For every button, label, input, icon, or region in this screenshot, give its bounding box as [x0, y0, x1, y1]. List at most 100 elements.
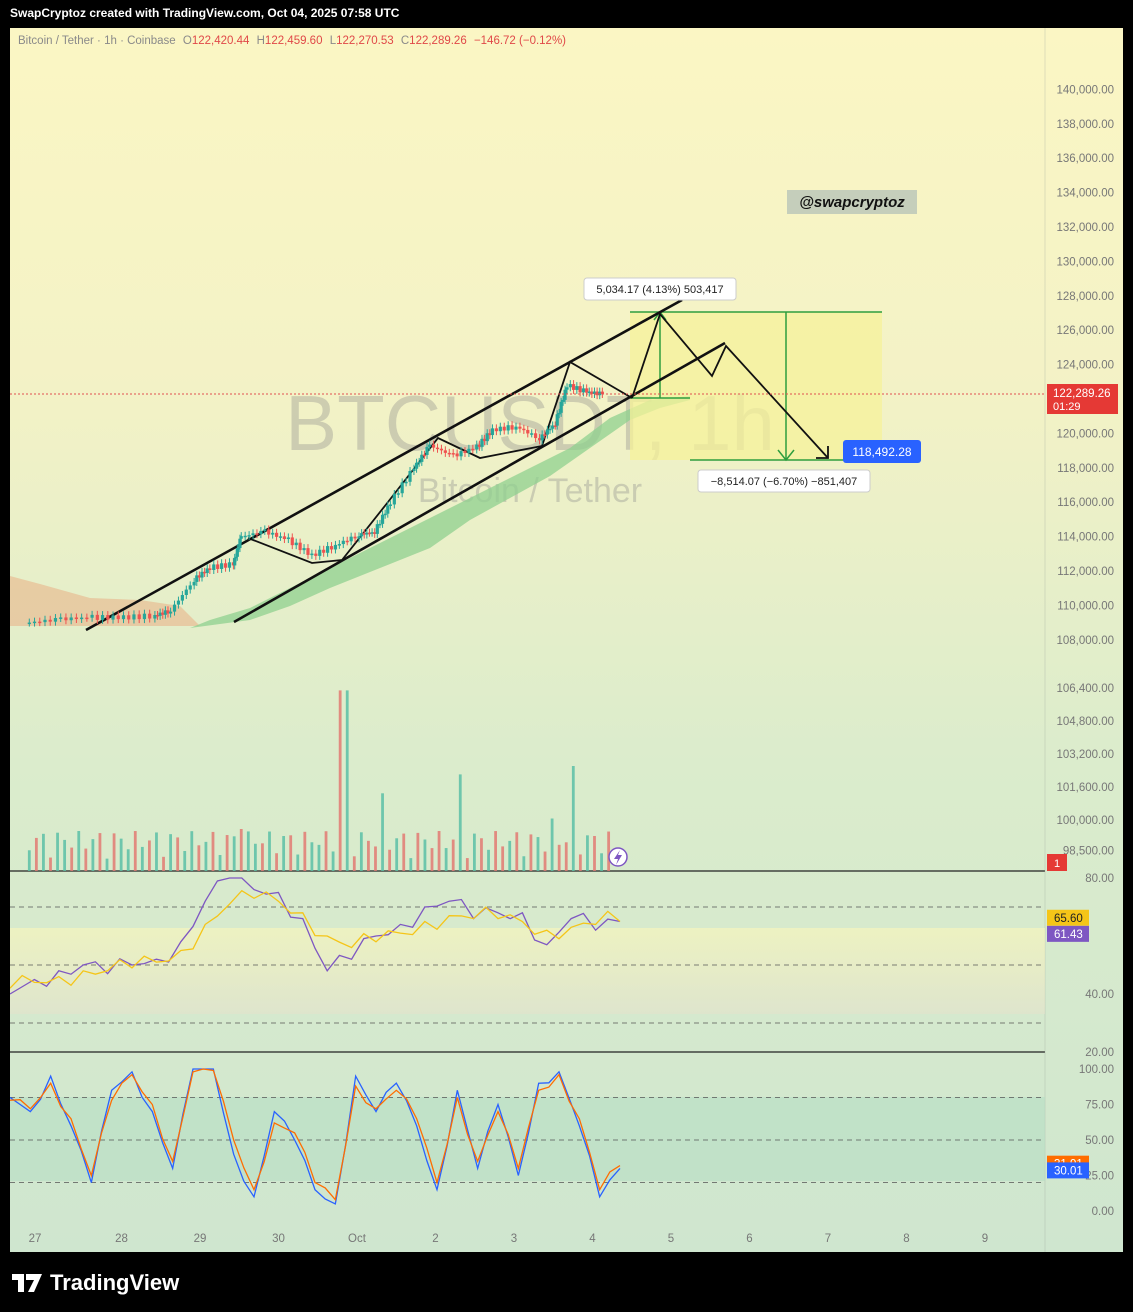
price-tick-7: 128,000.00: [1056, 291, 1114, 303]
price-tick-6: 130,000.00: [1056, 256, 1114, 268]
volume-bar: [600, 853, 603, 871]
candle-body: [216, 564, 220, 569]
candle-body: [428, 444, 432, 447]
volume-bar: [140, 846, 144, 871]
chart-frame[interactable]: BTCUSDT, 1h Bitcoin / Tether 5,034.17 (4…: [10, 28, 1123, 1252]
current-price-value: 122,289.26: [1053, 388, 1111, 400]
volume-bar: [70, 847, 74, 871]
volume-bar: [423, 839, 427, 871]
volume-bar: [593, 835, 596, 871]
candle-body: [514, 426, 518, 430]
volume-bar: [416, 832, 420, 871]
candle-body: [455, 453, 459, 457]
candle-body: [592, 391, 597, 394]
close-value: 122,289.26: [409, 35, 467, 47]
volume-bar: [381, 793, 384, 871]
candle-body: [310, 553, 314, 556]
volume-bar: [487, 849, 490, 871]
volume-bar: [98, 833, 102, 871]
lightning-icon[interactable]: [608, 847, 628, 867]
candle-body: [518, 426, 522, 429]
candle-body: [48, 619, 52, 622]
volume-bar: [211, 831, 215, 871]
candle-body: [534, 433, 538, 439]
candle-body: [388, 504, 392, 506]
price-tick-21: 100,000.00: [1056, 815, 1114, 827]
candle-body: [220, 563, 224, 569]
tradingview-logo[interactable]: TradingView: [12, 1270, 179, 1296]
candle-body: [132, 614, 136, 620]
time-tick-9: 6: [746, 1233, 752, 1245]
candle-countdown: 01:29: [1053, 401, 1081, 413]
candle-body: [43, 619, 47, 623]
candle-body: [467, 448, 471, 453]
price-chart[interactable]: BTCUSDT, 1h Bitcoin / Tether 5,034.17 (4…: [10, 28, 1123, 1252]
candle-body: [95, 614, 99, 620]
volume-bar: [352, 856, 356, 871]
time-tick-6: 3: [511, 1233, 517, 1245]
price-tick-2: 138,000.00: [1056, 119, 1114, 131]
symbol-legend[interactable]: Bitcoin / Tether · 1h · Coinbase O122,42…: [18, 35, 566, 47]
volume-bar: [148, 840, 151, 871]
candle-body: [459, 451, 463, 457]
volume-bar: [345, 690, 349, 871]
time-tick-10: 7: [825, 1233, 831, 1245]
price-tick-1: 140,000.00: [1056, 84, 1114, 96]
candle-body: [116, 615, 120, 620]
candle-body: [329, 546, 334, 550]
candle-body: [85, 617, 89, 620]
candle-body: [522, 428, 526, 431]
measure-down-label[interactable]: −8,514.07 (−6.70%) −851,407: [697, 469, 871, 493]
candle-body: [337, 544, 341, 546]
volume-bar: [183, 850, 187, 871]
volume-bar: [550, 818, 554, 871]
candle-body: [163, 610, 167, 615]
measure-up-label[interactable]: 5,034.17 (4.13%) 503,417: [583, 277, 737, 301]
volume-bar: [253, 843, 257, 871]
volume-bar: [91, 839, 95, 871]
rsi-pane[interactable]: 80.00 40.00 20.00 65.60 61.43: [10, 873, 1114, 1059]
candle-body: [485, 433, 489, 442]
candle-body: [227, 562, 232, 568]
candle-body: [373, 532, 377, 534]
volume-bar: [578, 854, 582, 871]
candle-body: [488, 433, 492, 436]
volume-bar: [268, 831, 271, 871]
price-tick-17: 106,400.00: [1056, 683, 1114, 695]
candle-body: [298, 542, 302, 551]
channel-upper-line: [85, 298, 683, 632]
candle-body: [420, 454, 424, 462]
osc-series-0: [10, 877, 621, 995]
candle-body: [571, 384, 576, 390]
volume-bar: [176, 837, 180, 871]
volume-bar: [310, 842, 314, 871]
candle-body: [180, 595, 184, 601]
candle-body: [263, 529, 267, 531]
channel-lower-line: [233, 341, 726, 624]
volume-bar: [324, 831, 328, 871]
time-axis[interactable]: 27 28 29 30 Oct 2 3 4 5 6 7 8 9: [29, 1233, 989, 1245]
osc-last-value-0: 65.60: [1054, 913, 1083, 925]
osc-tick-2: 50.00: [1085, 1135, 1114, 1147]
candle-body: [195, 575, 199, 582]
low-value: 122,270.53: [336, 35, 394, 47]
price-axis[interactable]: 144,000.00140,000.00138,000.00136,000.00…: [1056, 28, 1114, 858]
target-price-label[interactable]: 118,492.28: [852, 445, 911, 459]
volume-bar: [34, 837, 38, 871]
candle-body: [551, 425, 555, 429]
volume-bar: [296, 854, 300, 871]
candle-body: [435, 447, 440, 450]
volume-bar: [388, 849, 392, 871]
candle-body: [563, 389, 567, 400]
volume-bar: [515, 832, 519, 871]
time-tick-8: 5: [668, 1233, 674, 1245]
volume-bar: [204, 841, 208, 871]
osc-last-badge: [1047, 1162, 1089, 1179]
candle-body: [595, 391, 599, 396]
candle-body: [530, 433, 534, 435]
candle-body: [237, 548, 241, 550]
price-tick-3: 136,000.00: [1056, 153, 1114, 165]
low-label: L: [329, 35, 337, 47]
volume-bar: [374, 846, 377, 871]
